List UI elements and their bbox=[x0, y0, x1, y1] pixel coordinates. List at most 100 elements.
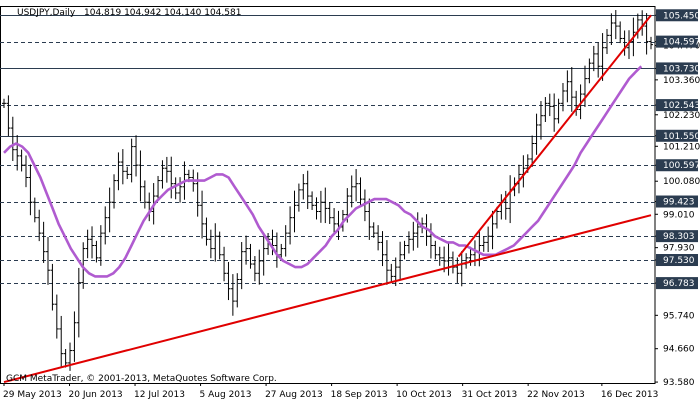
price-bar bbox=[134, 135, 139, 177]
y-tick-label: 101.210 bbox=[663, 142, 700, 152]
level-price-box bbox=[656, 9, 698, 22]
price-bar bbox=[32, 197, 37, 223]
price-bar bbox=[296, 183, 301, 212]
price-bar bbox=[156, 175, 161, 201]
price-bar bbox=[543, 97, 548, 123]
price-bar bbox=[226, 261, 231, 301]
x-tick-label: 22 Nov 2013 bbox=[527, 390, 585, 400]
price-bar bbox=[72, 311, 77, 362]
price-bar bbox=[112, 174, 117, 209]
y-tick-label: 103.360 bbox=[663, 76, 700, 86]
price-bar bbox=[433, 240, 438, 260]
level-price-box bbox=[656, 195, 698, 208]
price-bar bbox=[37, 209, 42, 242]
price-bar bbox=[534, 113, 539, 155]
x-tick-label: 12 Jul 2013 bbox=[134, 390, 185, 400]
price-bar bbox=[213, 223, 218, 262]
price-bar bbox=[6, 95, 11, 137]
level-price-box bbox=[656, 159, 698, 172]
price-bar bbox=[24, 155, 29, 188]
price-bar bbox=[169, 156, 174, 199]
price-bar bbox=[481, 236, 486, 252]
x-tick-label: 18 Sep 2013 bbox=[331, 390, 388, 400]
price-bar bbox=[609, 13, 614, 45]
y-tick-label: 95.740 bbox=[663, 311, 695, 321]
level-price-label: 103.730 bbox=[663, 64, 700, 74]
price-bar bbox=[349, 175, 354, 208]
price-bar bbox=[94, 240, 99, 263]
price-bar bbox=[19, 149, 24, 172]
price-bar bbox=[178, 177, 183, 203]
price-bar bbox=[107, 187, 112, 233]
price-bar bbox=[222, 246, 227, 282]
price-bar bbox=[459, 251, 464, 287]
price-bar bbox=[10, 116, 15, 162]
level-price-label: 100.597 bbox=[663, 161, 700, 171]
price-bar bbox=[367, 198, 372, 240]
price-bar bbox=[59, 315, 64, 367]
y-tick-label: 99.010 bbox=[663, 210, 695, 220]
plot-frame bbox=[0, 6, 656, 384]
price-bar bbox=[200, 190, 205, 239]
price-bar bbox=[301, 174, 306, 200]
price-bar bbox=[450, 251, 455, 274]
price-bar bbox=[283, 225, 288, 257]
x-tick-label: 10 Oct 2013 bbox=[396, 390, 452, 400]
copyright-text: GCM MetaTrader, © 2001-2013, MetaQuotes … bbox=[6, 374, 277, 384]
price-bar bbox=[288, 206, 293, 245]
price-bar bbox=[129, 138, 134, 183]
x-tick-label: 5 Aug 2013 bbox=[200, 390, 252, 400]
level-price-box bbox=[656, 230, 698, 243]
x-tick-label: 29 May 2013 bbox=[3, 390, 62, 400]
level-price-label: 104.597 bbox=[663, 38, 700, 48]
price-bar bbox=[76, 267, 81, 338]
price-bar bbox=[578, 84, 583, 120]
price-bar bbox=[490, 210, 495, 250]
price-bar bbox=[354, 169, 359, 202]
price-bar bbox=[208, 229, 213, 259]
price-bar bbox=[2, 98, 6, 108]
level-price-box bbox=[656, 62, 698, 75]
price-bar bbox=[371, 222, 376, 238]
price-bar bbox=[252, 256, 257, 282]
price-bar bbox=[28, 164, 33, 216]
price-bar bbox=[261, 233, 266, 276]
trend-line-0 bbox=[3, 214, 652, 384]
x-tick-label: 31 Oct 2013 bbox=[462, 390, 518, 400]
price-bar bbox=[239, 242, 244, 290]
trend-line-1 bbox=[457, 14, 652, 258]
price-bar bbox=[50, 263, 55, 311]
price-bar bbox=[508, 175, 513, 224]
price-bar bbox=[305, 170, 310, 210]
price-bar bbox=[406, 231, 411, 254]
price-bar bbox=[270, 229, 275, 256]
price-bar bbox=[217, 231, 222, 260]
x-tick-label: 27 Aug 2013 bbox=[265, 390, 323, 400]
price-bar bbox=[530, 135, 535, 167]
price-bar bbox=[248, 243, 253, 269]
price-bar bbox=[596, 42, 601, 78]
y-tick-label: 97.930 bbox=[663, 244, 695, 254]
level-price-label: 99.423 bbox=[663, 198, 695, 208]
price-bar bbox=[164, 156, 169, 183]
level-price-label: 96.783 bbox=[663, 279, 695, 289]
price-bar bbox=[486, 226, 491, 253]
moving-average-line bbox=[3, 65, 643, 278]
price-bar bbox=[591, 45, 596, 72]
level-price-box bbox=[656, 35, 698, 48]
price-bar bbox=[411, 221, 416, 251]
price-bar bbox=[521, 155, 526, 188]
price-bar bbox=[318, 190, 323, 223]
level-price-label: 105.450 bbox=[663, 11, 700, 21]
price-bar bbox=[90, 226, 95, 259]
price-bar bbox=[323, 187, 328, 224]
level-price-box bbox=[656, 277, 698, 290]
price-bar bbox=[310, 191, 315, 210]
y-tick-label: 102.230 bbox=[663, 111, 700, 121]
price-bar bbox=[173, 177, 178, 200]
price-bar bbox=[618, 21, 623, 44]
price-bar bbox=[125, 166, 130, 180]
price-bar bbox=[547, 93, 552, 117]
level-price-box bbox=[656, 254, 698, 267]
